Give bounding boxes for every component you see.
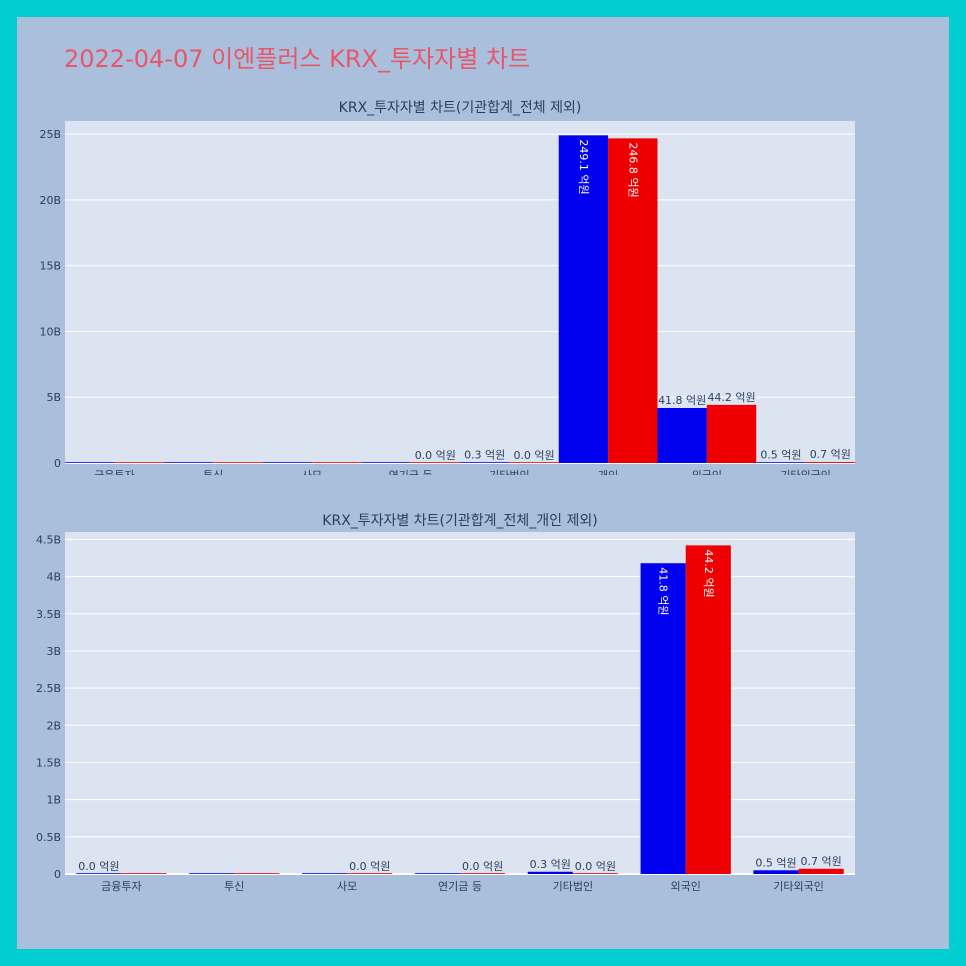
y-tick-label: 1.5B bbox=[36, 756, 61, 769]
bar-red bbox=[410, 462, 460, 463]
y-tick-label: 0 bbox=[54, 868, 61, 881]
data-label: 41.8 억원 bbox=[658, 394, 706, 407]
y-tick-label: 2.5B bbox=[36, 682, 61, 695]
bar-blue bbox=[640, 563, 686, 874]
data-label: 0.0 억원 bbox=[575, 860, 616, 873]
data-label: 41.8 억원 bbox=[657, 567, 670, 615]
bar-red bbox=[213, 462, 263, 463]
bar-blue bbox=[76, 873, 122, 874]
data-label: 249.1 억원 bbox=[577, 139, 590, 194]
bar-blue bbox=[753, 870, 799, 874]
bar-red bbox=[234, 873, 280, 874]
chart-excluding-institutions-and-individuals: KRX_투자자별 차트(기관합계_전체_개인 제외) 0 0.5B 1B 1.5B 2B 2… bbox=[36, 513, 855, 893]
y-tick-label: 15B bbox=[39, 260, 61, 273]
data-label: 0.7 억원 bbox=[810, 448, 851, 461]
figure-background: 2022-04-07 이엔플러스 KRX_투자자별 차트 KRX_투자자별 차트… bbox=[17, 17, 949, 949]
x-tick-label: 외국인 bbox=[671, 880, 701, 893]
x-tick-label: 기타법인 bbox=[489, 469, 529, 475]
data-label: 44.2 억원 bbox=[707, 391, 755, 404]
data-label: 0.5 억원 bbox=[755, 856, 796, 869]
data-label: 0.3 억원 bbox=[530, 858, 571, 871]
data-label: 0.5 억원 bbox=[760, 448, 801, 461]
bar-red bbox=[572, 873, 618, 874]
y-tick-label: 4.5B bbox=[36, 533, 61, 546]
bar-blue bbox=[302, 873, 348, 874]
bar-red bbox=[685, 545, 731, 874]
y-tick-label: 2B bbox=[46, 719, 61, 732]
y-tick-label: 3B bbox=[46, 645, 61, 658]
bar-blue bbox=[262, 462, 312, 463]
y-tick-label: 10B bbox=[39, 325, 61, 338]
data-label: 246.8 억원 bbox=[626, 142, 639, 197]
page-title: 2022-04-07 이엔플러스 KRX_투자자별 차트 bbox=[64, 45, 531, 73]
x-tick-label: 투신 bbox=[203, 469, 223, 475]
data-label: 0.0 억원 bbox=[415, 449, 456, 462]
x-tick-label: 금융투자 bbox=[101, 880, 141, 893]
bar-red bbox=[608, 138, 658, 463]
y-tick-label: 1B bbox=[46, 794, 61, 807]
bar-red bbox=[114, 462, 164, 463]
x-tick-label: 개인 bbox=[598, 469, 618, 475]
x-tick-label: 사모 bbox=[337, 880, 357, 893]
bar-blue bbox=[460, 462, 510, 463]
chart-excluding-institutions: KRX_투자자별 차트(기관합계_전체 제외) 0 5B 10B 15B 20B 25B 금융… bbox=[39, 100, 855, 475]
bar-red bbox=[798, 868, 844, 874]
bar-red bbox=[805, 462, 855, 463]
x-tick-label: 기타외국인 bbox=[773, 880, 824, 893]
bar-red bbox=[347, 873, 393, 874]
x-tick-label: 기타외국인 bbox=[780, 469, 831, 475]
x-tick-label: 연기금 등 bbox=[389, 469, 433, 475]
bar-blue bbox=[163, 462, 214, 463]
data-label: 0.0 억원 bbox=[513, 449, 554, 462]
bar-blue bbox=[756, 462, 806, 463]
chart-title: KRX_투자자별 차트(기관합계_전체 제외) bbox=[339, 100, 582, 116]
x-tick-label: 금융투자 bbox=[94, 469, 134, 475]
x-tick-label: 사모 bbox=[302, 469, 322, 475]
x-tick-label: 투신 bbox=[224, 880, 244, 893]
data-label: 44.2 억원 bbox=[702, 549, 715, 597]
bar-blue bbox=[414, 873, 460, 874]
data-label: 0.0 억원 bbox=[78, 860, 119, 873]
y-tick-label: 0 bbox=[54, 457, 61, 470]
y-tick-label: 20B bbox=[39, 194, 61, 207]
bar-blue bbox=[558, 135, 609, 463]
bar-blue bbox=[189, 873, 235, 874]
bar-red bbox=[706, 404, 757, 463]
bar-blue bbox=[65, 462, 115, 463]
x-tick-label: 연기금 등 bbox=[438, 880, 482, 893]
data-label: 0.0 억원 bbox=[349, 860, 390, 873]
plot-area bbox=[65, 532, 855, 874]
y-tick-label: 4B bbox=[46, 571, 61, 584]
bar-red bbox=[311, 462, 362, 463]
y-tick-label: 25B bbox=[39, 128, 61, 141]
x-tick-label: 기타법인 bbox=[553, 880, 593, 893]
bar-red bbox=[121, 873, 167, 874]
x-tick-label: 외국인 bbox=[692, 469, 722, 475]
bar-blue bbox=[657, 408, 707, 463]
data-label: 0.0 억원 bbox=[462, 860, 503, 873]
bar-blue bbox=[527, 871, 573, 874]
bar-red bbox=[460, 873, 506, 874]
data-label: 0.7 억원 bbox=[801, 855, 842, 868]
y-tick-label: 3.5B bbox=[36, 608, 61, 621]
bar-red bbox=[509, 462, 559, 463]
bar-blue bbox=[361, 462, 411, 463]
chart-title: KRX_투자자별 차트(기관합계_전체_개인 제외) bbox=[322, 513, 597, 529]
data-label: 0.3 억원 bbox=[464, 449, 505, 462]
y-tick-label: 0.5B bbox=[36, 831, 61, 844]
y-tick-label: 5B bbox=[46, 391, 61, 404]
